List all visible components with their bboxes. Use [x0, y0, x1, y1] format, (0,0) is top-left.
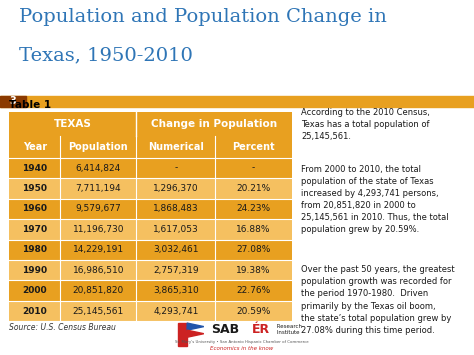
- Text: 24.23%: 24.23%: [237, 204, 271, 213]
- Text: 19.38%: 19.38%: [236, 266, 271, 275]
- Text: 1,296,370: 1,296,370: [153, 184, 199, 193]
- Bar: [215, 280, 292, 301]
- Text: 3: 3: [9, 96, 17, 106]
- Text: TEXAS: TEXAS: [54, 119, 92, 129]
- Bar: [215, 178, 292, 199]
- Bar: [215, 158, 292, 178]
- Text: -: -: [174, 164, 177, 173]
- Bar: [137, 301, 215, 321]
- Text: From 2000 to 2010, the total
population of the state of Texas
increased by 4,293: From 2000 to 2010, the total population …: [301, 165, 448, 234]
- Text: 1960: 1960: [22, 204, 47, 213]
- Text: 4,293,741: 4,293,741: [153, 307, 199, 316]
- Polygon shape: [187, 330, 204, 337]
- Text: 27.08%: 27.08%: [236, 245, 271, 254]
- Bar: [215, 136, 292, 158]
- Text: 1,868,483: 1,868,483: [153, 204, 199, 213]
- Bar: [9, 301, 60, 321]
- Text: 2000: 2000: [23, 286, 47, 295]
- Text: Numerical: Numerical: [148, 142, 204, 152]
- Bar: [60, 240, 137, 260]
- Bar: [215, 219, 292, 240]
- Text: Source: U.S. Census Bureau: Source: U.S. Census Bureau: [9, 323, 116, 332]
- Text: Change in Population: Change in Population: [151, 119, 277, 129]
- Text: 25,145,561: 25,145,561: [73, 307, 124, 316]
- Text: 2010: 2010: [22, 307, 47, 316]
- Text: 20.59%: 20.59%: [236, 307, 271, 316]
- Text: Table 1: Table 1: [9, 100, 52, 110]
- Bar: [137, 219, 215, 240]
- Bar: [60, 219, 137, 240]
- Text: 2,757,319: 2,757,319: [153, 266, 199, 275]
- Text: Percent: Percent: [232, 142, 275, 152]
- Bar: [9, 199, 60, 219]
- Text: Over the past 50 years, the greatest
population growth was recorded for
the peri: Over the past 50 years, the greatest pop…: [301, 265, 455, 335]
- Text: 11,196,730: 11,196,730: [73, 225, 124, 234]
- Text: 1950: 1950: [22, 184, 47, 193]
- Text: According to the 2010 Census,
Texas has a total population of
25,145,561.: According to the 2010 Census, Texas has …: [301, 108, 430, 141]
- Bar: [60, 301, 137, 321]
- Bar: [60, 136, 137, 158]
- Text: Population and Population Change in: Population and Population Change in: [19, 8, 387, 26]
- Text: 9,579,677: 9,579,677: [75, 204, 121, 213]
- Bar: [215, 301, 292, 321]
- Text: 1940: 1940: [22, 164, 47, 173]
- Bar: [0, 96, 26, 106]
- Text: Year: Year: [23, 142, 47, 152]
- Text: 1980: 1980: [22, 245, 47, 254]
- Text: Texas, 1950-2010: Texas, 1950-2010: [19, 46, 193, 64]
- Text: 7,711,194: 7,711,194: [75, 184, 121, 193]
- Text: -: -: [252, 164, 255, 173]
- Bar: [137, 136, 215, 158]
- Bar: [9, 136, 60, 158]
- Bar: [137, 240, 215, 260]
- Bar: [137, 280, 215, 301]
- Polygon shape: [187, 323, 204, 330]
- Bar: [178, 323, 187, 346]
- Text: 3,865,310: 3,865,310: [153, 286, 199, 295]
- Text: ÉR: ÉR: [252, 323, 270, 336]
- Bar: [215, 199, 292, 219]
- Bar: [9, 158, 60, 178]
- Text: SAB: SAB: [211, 323, 239, 336]
- Bar: [60, 280, 137, 301]
- Text: 20,851,820: 20,851,820: [73, 286, 124, 295]
- Text: 16,986,510: 16,986,510: [73, 266, 124, 275]
- Bar: [137, 199, 215, 219]
- Bar: [137, 260, 215, 280]
- Bar: [137, 112, 292, 136]
- Bar: [9, 280, 60, 301]
- Text: 3,032,461: 3,032,461: [153, 245, 199, 254]
- Bar: [9, 240, 60, 260]
- Text: 14,229,191: 14,229,191: [73, 245, 124, 254]
- Text: Research
 Institute: Research Institute: [275, 324, 302, 335]
- Bar: [215, 240, 292, 260]
- Bar: [137, 178, 215, 199]
- Text: St. Mary's University • San Antonio Hispanic Chamber of Commerce: St. Mary's University • San Antonio Hisp…: [175, 339, 309, 344]
- Text: Population: Population: [69, 142, 128, 152]
- Bar: [60, 158, 137, 178]
- Bar: [215, 260, 292, 280]
- Text: 16.88%: 16.88%: [236, 225, 271, 234]
- Bar: [9, 112, 137, 136]
- Bar: [9, 219, 60, 240]
- Text: 22.76%: 22.76%: [237, 286, 271, 295]
- Text: 1,617,053: 1,617,053: [153, 225, 199, 234]
- Bar: [60, 199, 137, 219]
- Text: 6,414,824: 6,414,824: [76, 164, 121, 173]
- Text: 1970: 1970: [22, 225, 47, 234]
- Bar: [60, 260, 137, 280]
- Bar: [9, 178, 60, 199]
- Bar: [60, 178, 137, 199]
- Bar: [9, 260, 60, 280]
- Text: 20.21%: 20.21%: [237, 184, 271, 193]
- Bar: [137, 158, 215, 178]
- Text: Economics in the know: Economics in the know: [210, 346, 273, 351]
- Text: 1990: 1990: [22, 266, 47, 275]
